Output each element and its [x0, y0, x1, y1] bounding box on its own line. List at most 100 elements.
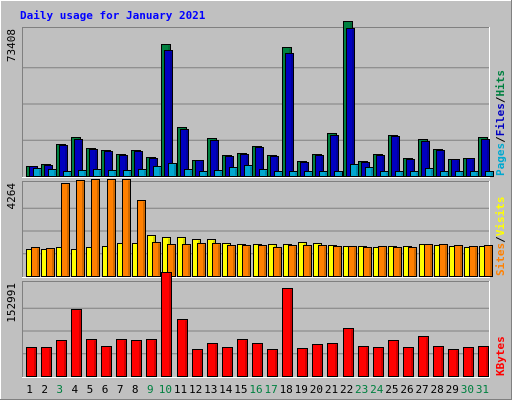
legend: Sites/Visits — [494, 197, 507, 277]
bar-kbytes-day-27 — [418, 336, 429, 377]
legend-item-kbytes: KBytes — [494, 336, 507, 376]
x-tick-label-day-6: 6 — [102, 383, 109, 396]
x-tick-label-day-18: 18 — [280, 383, 293, 396]
x-tick-label-day-14: 14 — [219, 383, 233, 396]
x-tick-label-day-2: 2 — [41, 383, 48, 396]
x-tick-label-day-28: 28 — [431, 383, 444, 396]
bar-pages-day-25 — [395, 171, 404, 177]
bar-sites-day-3 — [61, 183, 70, 277]
bar-kbytes-day-29 — [448, 349, 459, 377]
bar-pages-day-3 — [63, 171, 72, 177]
bar-kbytes-day-17 — [267, 349, 278, 377]
bar-sites-day-16 — [258, 245, 267, 277]
bar-pages-day-10 — [168, 163, 177, 177]
x-tick-label-day-20: 20 — [310, 383, 323, 396]
bar-kbytes-day-2 — [41, 347, 52, 377]
bar-pages-day-6 — [108, 170, 117, 177]
bar-pages-day-8 — [138, 169, 147, 177]
legend-separator: / — [494, 96, 507, 103]
x-tick-label-day-15: 15 — [234, 383, 247, 396]
bar-sites-day-23 — [363, 247, 372, 277]
bar-pages-day-27 — [425, 168, 434, 177]
bar-sites-day-7 — [122, 179, 131, 277]
bar-pages-day-31 — [485, 171, 494, 177]
bar-pages-day-1 — [33, 168, 42, 177]
bar-pages-day-14 — [229, 167, 238, 177]
bar-sites-day-27 — [424, 244, 433, 277]
bar-kbytes-day-3 — [56, 340, 67, 377]
bar-pages-day-5 — [93, 169, 102, 177]
x-tick-label-day-4: 4 — [72, 383, 79, 396]
x-tick-label-day-11: 11 — [174, 383, 187, 396]
chart-title: Daily usage for January 2021 — [20, 9, 206, 22]
bar-sites-day-2 — [46, 248, 55, 277]
bar-kbytes-day-12 — [192, 349, 203, 377]
bar-sites-day-19 — [303, 245, 312, 277]
bar-kbytes-day-18 — [282, 288, 293, 377]
x-tick-label-day-3: 3 — [56, 383, 63, 396]
bar-kbytes-day-23 — [358, 346, 369, 377]
bar-kbytes-day-31 — [478, 346, 489, 377]
panel-kbytes: 152991 KBytes — [5, 272, 507, 378]
x-tick-label-day-9: 9 — [147, 383, 154, 396]
bar-pages-day-19 — [304, 171, 313, 177]
bar-pages-day-7 — [123, 170, 132, 177]
x-tick-label-day-23: 23 — [355, 383, 368, 396]
x-tick-label-day-13: 13 — [204, 383, 217, 396]
x-axis-day-labels: 1 2 3 4 5 6 7 8 9 10 11 12 13 14 15 16 17 18 19 20 21 22 23 24 2… — [26, 383, 489, 396]
chart-panels: 73408Pages/Files/Hits4264Sites/Visits152… — [5, 21, 507, 378]
y-axis-max-label: 152991 — [5, 283, 18, 323]
legend: KBytes — [494, 336, 507, 376]
bar-sites-day-4 — [76, 180, 85, 277]
series-sites — [31, 179, 493, 277]
bar-kbytes-day-14 — [222, 347, 233, 377]
bar-kbytes-day-8 — [131, 340, 142, 377]
x-tick-label-day-31: 31 — [476, 383, 489, 396]
bar-sites-day-31 — [484, 245, 493, 277]
bar-kbytes-day-19 — [297, 348, 308, 377]
bar-kbytes-day-11 — [177, 319, 188, 377]
y-axis-max-label: 73408 — [5, 29, 18, 62]
bar-kbytes-day-1 — [26, 347, 37, 377]
bar-pages-day-30 — [470, 171, 479, 177]
bar-sites-day-24 — [378, 246, 387, 277]
bar-pages-day-9 — [153, 166, 162, 177]
bar-sites-day-28 — [439, 244, 448, 277]
panel-visits-sites: 4264 Sites/Visits — [5, 179, 507, 278]
bar-sites-day-29 — [454, 245, 463, 277]
legend-separator: / — [494, 136, 507, 143]
bar-kbytes-day-16 — [252, 343, 263, 377]
x-tick-label-day-26: 26 — [400, 383, 413, 396]
bar-sites-day-14 — [227, 245, 236, 277]
x-tick-label-day-27: 27 — [415, 383, 428, 396]
legend-item-sites: Sites — [494, 243, 507, 276]
bar-sites-day-5 — [91, 179, 100, 277]
bar-kbytes-day-10 — [161, 272, 172, 377]
bar-sites-day-30 — [469, 246, 478, 277]
bar-sites-day-21 — [333, 246, 342, 277]
legend-item-visits: Visits — [494, 197, 507, 237]
x-tick-label-day-29: 29 — [446, 383, 459, 396]
x-tick-label-day-10: 10 — [159, 383, 172, 396]
bar-sites-day-20 — [318, 245, 327, 277]
bar-kbytes-day-21 — [327, 343, 338, 377]
bar-sites-day-15 — [242, 245, 251, 277]
bar-kbytes-day-6 — [101, 346, 112, 377]
bar-kbytes-day-4 — [71, 309, 82, 377]
legend-separator: / — [494, 236, 507, 243]
bar-kbytes-day-25 — [388, 340, 399, 377]
x-tick-label-day-17: 17 — [264, 383, 277, 396]
bar-sites-day-11 — [182, 244, 191, 277]
x-tick-label-day-30: 30 — [461, 383, 474, 396]
bar-sites-day-18 — [288, 245, 297, 277]
x-tick-label-day-21: 21 — [325, 383, 338, 396]
x-tick-label-day-16: 16 — [249, 383, 262, 396]
bar-kbytes-day-15 — [237, 339, 248, 377]
bar-kbytes-day-22 — [343, 328, 354, 377]
bar-sites-day-1 — [31, 247, 40, 277]
bar-pages-day-2 — [48, 169, 57, 177]
bar-pages-day-29 — [455, 171, 464, 177]
bar-kbytes-day-26 — [403, 347, 414, 377]
bar-pages-day-20 — [319, 171, 328, 177]
